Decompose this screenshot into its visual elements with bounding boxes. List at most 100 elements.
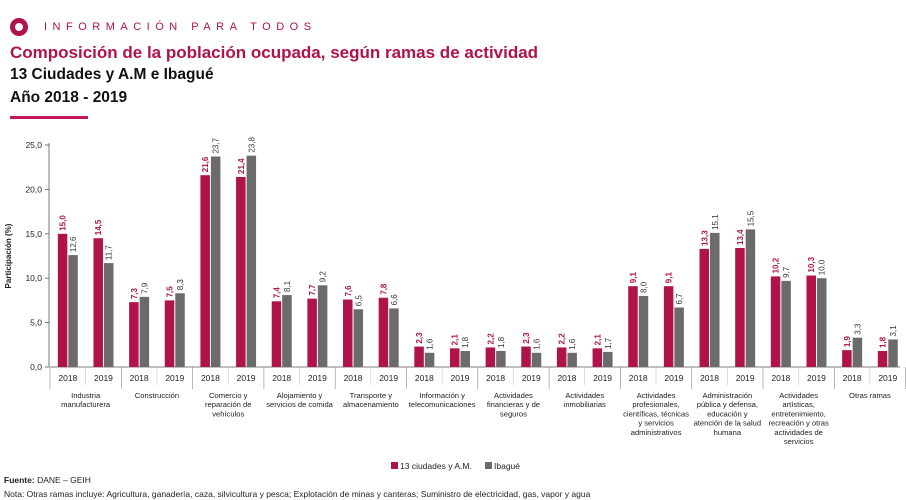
data-label-ibague: 6,5 <box>354 295 363 307</box>
x-tick-year: 2019 <box>237 373 256 383</box>
bar-13-ciudades <box>307 298 317 367</box>
category-label: Administración <box>702 391 752 400</box>
data-label-13-ciudades: 2,1 <box>451 334 460 346</box>
x-tick-year: 2018 <box>486 373 505 383</box>
x-tick-year: 2018 <box>201 373 220 383</box>
data-label-ibague: 23,8 <box>247 137 256 153</box>
bar-ibague <box>460 351 470 367</box>
bar-ibague <box>816 278 827 367</box>
legend-swatch-ibague <box>485 462 492 469</box>
data-label-ibague: 8,0 <box>639 281 648 293</box>
data-label-ibague: 7,9 <box>140 282 149 294</box>
data-label-13-ciudades: 7,8 <box>379 283 388 295</box>
data-label-13-ciudades: 2,1 <box>593 334 602 346</box>
source-value: DANE – GEIH <box>37 475 91 485</box>
bar-13-ciudades <box>592 348 603 367</box>
data-label-13-ciudades: 13,3 <box>700 230 709 246</box>
bar-ibague <box>424 352 435 367</box>
bar-13-ciudades <box>806 275 816 367</box>
title-underline <box>10 116 88 119</box>
data-label-13-ciudades: 10,3 <box>807 256 816 272</box>
y-tick-label: 20,0 <box>25 184 42 194</box>
x-tick-year: 2019 <box>736 373 755 383</box>
bar-13-ciudades <box>164 300 175 367</box>
data-label-ibague: 15,1 <box>711 214 720 230</box>
data-label-ibague: 6,6 <box>390 294 399 306</box>
y-tick-label: 15,0 <box>25 229 42 239</box>
category-label: educación y <box>707 409 748 418</box>
x-tick-year: 2019 <box>522 373 541 383</box>
chart-title: Composición de la población ocupada, seg… <box>10 43 539 62</box>
bar-13-ciudades <box>236 176 246 367</box>
category-label: Construcción <box>135 391 179 400</box>
x-tick-year: 2019 <box>308 373 327 383</box>
data-label-13-ciudades: 7,7 <box>308 284 317 296</box>
data-label-ibague: 6,7 <box>675 293 684 305</box>
data-label-13-ciudades: 2,2 <box>558 333 567 345</box>
category-label: telecomunicaciones <box>409 400 476 409</box>
category-label: recreación y otras <box>768 419 829 428</box>
y-axis-label: Participación (%) <box>4 223 13 288</box>
data-label-ibague: 1,7 <box>604 337 613 349</box>
category-label: Comercio y <box>209 391 248 400</box>
x-tick-year: 2019 <box>379 373 398 383</box>
data-label-ibague: 15,5 <box>746 210 755 226</box>
data-label-ibague: 8,1 <box>283 280 292 292</box>
footnote: Nota: Otras ramas incluye: Agricultura, … <box>4 489 591 499</box>
category-label: Actividades <box>779 391 818 400</box>
bar-ibague <box>389 308 399 367</box>
data-label-13-ciudades: 7,4 <box>272 287 281 299</box>
y-tick-label: 0,0 <box>30 362 42 372</box>
bar-13-ciudades <box>699 248 710 367</box>
data-label-ibague: 9,7 <box>782 266 791 278</box>
category-label: Actividades <box>494 391 533 400</box>
data-label-ibague: 1,6 <box>426 338 435 350</box>
category-label: Otras ramas <box>849 391 891 400</box>
x-tick-year: 2018 <box>629 373 648 383</box>
bar-13-ciudades <box>485 347 496 367</box>
bar-13-ciudades <box>378 297 389 367</box>
chart-period: Año 2018 - 2019 <box>10 89 128 106</box>
bar-ibague <box>246 155 257 367</box>
bar-13-ciudades <box>271 301 282 367</box>
bar-13-ciudades <box>770 276 781 367</box>
bar-ibague <box>139 296 150 367</box>
bar-ibague <box>567 352 577 367</box>
data-label-ibague: 11,7 <box>105 245 114 261</box>
data-label-13-ciudades: 2,2 <box>486 333 495 345</box>
category-label: científicas, técnicas <box>623 409 689 418</box>
data-label-13-ciudades: 9,1 <box>665 272 674 284</box>
x-tick-year: 2018 <box>771 373 790 383</box>
bar-13-ciudades <box>343 299 353 367</box>
x-tick-year: 2018 <box>130 373 149 383</box>
x-tick-year: 2018 <box>344 373 363 383</box>
category-label: Industria <box>71 391 101 400</box>
bar-13-ciudades <box>200 175 210 367</box>
source-label: Fuente: <box>4 475 35 485</box>
category-label: vehículos <box>212 409 244 418</box>
x-tick-year: 2019 <box>593 373 612 383</box>
category-label: Información y <box>419 391 465 400</box>
data-label-13-ciudades: 14,5 <box>94 219 103 235</box>
category-label: Transporte y <box>350 391 393 400</box>
data-label-ibague: 1,6 <box>568 338 577 350</box>
bar-13-ciudades <box>449 348 460 367</box>
category-label: profesionales, <box>632 400 679 409</box>
bar-ibague <box>531 352 542 367</box>
bar-13-ciudades <box>842 350 852 367</box>
category-label: seguros <box>500 409 527 418</box>
data-label-ibague: 1,6 <box>533 338 542 350</box>
data-label-ibague: 23,7 <box>212 137 221 153</box>
category-label: y servicios <box>638 419 674 428</box>
category-label: financieras y de <box>487 400 540 409</box>
bar-ibague <box>68 255 78 367</box>
bar-ibague <box>103 263 114 367</box>
x-tick-year: 2018 <box>843 373 862 383</box>
category-label: humana <box>714 428 742 437</box>
brand-header: INFORMACIÓN PARA TODOS <box>10 18 317 36</box>
category-label: administrativos <box>631 428 682 437</box>
data-label-13-ciudades: 2,3 <box>522 332 531 344</box>
category-label: servicios de comida <box>266 400 333 409</box>
legend-swatch-13-ciudades <box>391 462 398 469</box>
category-label: atención de la salud <box>694 419 762 428</box>
